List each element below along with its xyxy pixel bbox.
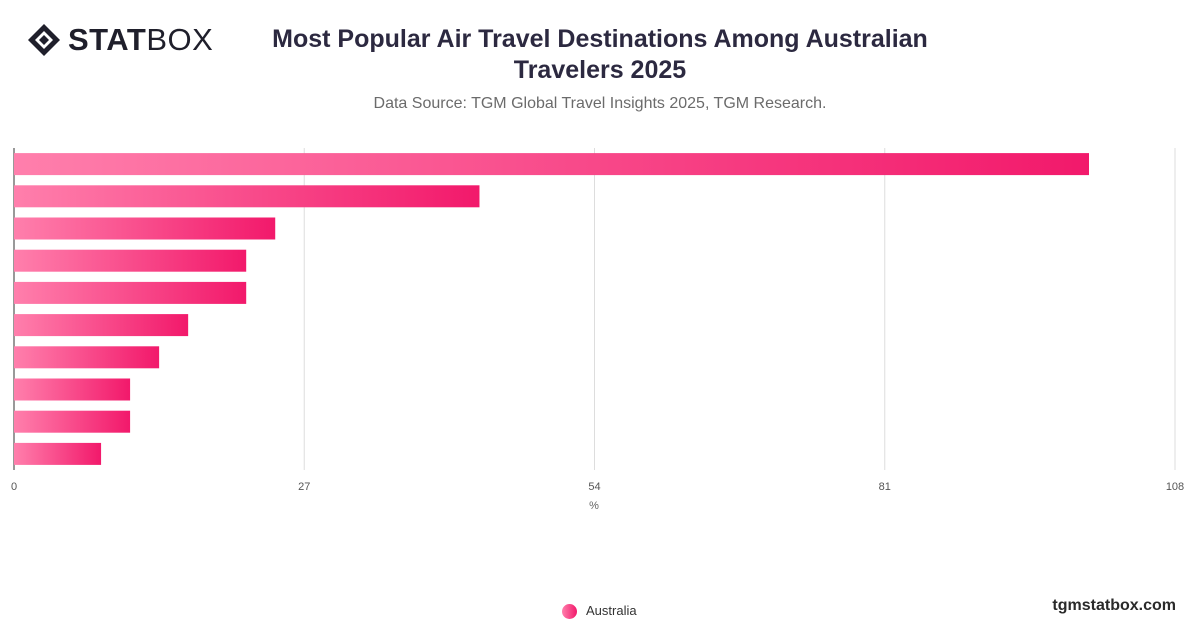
bar[interactable] xyxy=(14,346,160,369)
x-tick-label: 0 xyxy=(11,481,17,493)
x-tick-label: 108 xyxy=(1166,481,1184,493)
bar[interactable] xyxy=(14,314,189,337)
x-axis-title: % xyxy=(589,500,599,512)
bar[interactable] xyxy=(14,249,247,272)
statbox-diamond-icon xyxy=(28,24,60,56)
chart-header: Most Popular Air Travel Destinations Amo… xyxy=(250,24,950,114)
chart-legend[interactable]: Australia xyxy=(562,602,637,620)
x-axis-ticks: 0 27 54 81 108 xyxy=(11,481,1184,493)
bar[interactable] xyxy=(14,217,276,240)
statbox-logo: STATBOX xyxy=(26,22,213,58)
bar[interactable] xyxy=(14,185,480,208)
logo-wordmark: STATBOX xyxy=(68,22,213,58)
footer-website[interactable]: tgmstatbox.com xyxy=(1052,597,1176,614)
x-tick-label: 81 xyxy=(879,481,891,493)
bars xyxy=(14,153,1089,465)
chart-title: Most Popular Air Travel Destinations Amo… xyxy=(272,25,928,84)
bar[interactable] xyxy=(14,153,1089,176)
legend-label-australia: Australia xyxy=(586,603,637,618)
x-tick-label: 54 xyxy=(588,481,600,493)
logo-text-stat: STAT xyxy=(68,22,147,57)
x-tick-label: 27 xyxy=(298,481,310,493)
logo-text-box: BOX xyxy=(146,22,214,57)
chart-subtitle: Data Source: TGM Global Travel Insights … xyxy=(373,95,827,112)
legend-swatch-australia xyxy=(562,603,577,619)
bar[interactable] xyxy=(14,281,247,304)
bar[interactable] xyxy=(14,442,102,465)
bar[interactable] xyxy=(14,378,131,401)
bar[interactable] xyxy=(14,410,131,433)
